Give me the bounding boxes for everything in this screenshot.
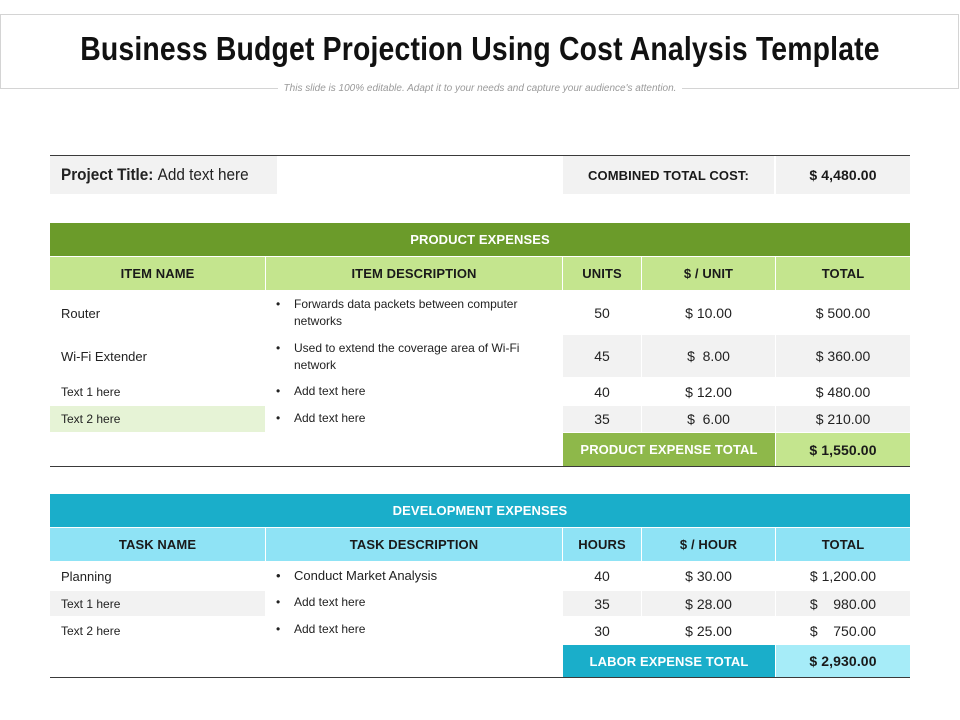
bullet-icon: •	[276, 622, 281, 636]
product-col-item-name: ITEM NAME	[50, 257, 265, 290]
product-row-4-units: 35	[563, 406, 641, 432]
product-row-1-price: $ 10.00	[685, 305, 732, 321]
product-row-1-name: Router	[61, 305, 101, 321]
bullet-icon: •	[276, 341, 281, 355]
project-title-line: Project Title: Add text here	[61, 165, 249, 185]
product-col-item-description: ITEM DESCRIPTION	[266, 257, 562, 290]
product-bottom-rule	[50, 466, 910, 467]
product-row-2-total: $ 360.00	[776, 335, 910, 377]
dev-row-1-price: $ 30.00	[685, 568, 732, 584]
product-row-3-name: Text 1 here	[61, 384, 121, 399]
dev-row-2-name: Text 1 here	[50, 591, 265, 616]
dev-row-2-price: $ 28.00	[642, 591, 775, 616]
project-title-value[interactable]: Add text here	[157, 165, 249, 184]
development-section-header: DEVELOPMENT EXPENSES	[50, 494, 910, 527]
product-expense-total-label: PRODUCT EXPENSE TOTAL	[563, 433, 775, 466]
dev-col-total: TOTAL	[776, 528, 910, 561]
product-col-units: UNITS	[563, 257, 641, 290]
product-row-1-units: 50	[594, 305, 610, 321]
product-row-2-price: $ 8.00	[642, 335, 775, 377]
project-title-box[interactable]: Project Title: Add text here	[50, 156, 277, 194]
product-row-4-price: $ 6.00	[642, 406, 775, 432]
labor-expense-total-value: $ 2,930.00	[776, 645, 910, 677]
dev-row-3-price: $ 25.00	[685, 622, 732, 639]
product-row-1-total: $ 500.00	[815, 305, 871, 321]
bullet-icon: •	[276, 568, 281, 583]
project-title-label: Project Title:	[61, 165, 154, 184]
product-col-price-per-unit: $ / UNIT	[642, 257, 775, 290]
page-title: Business Budget Projection Using Cost An…	[80, 30, 880, 67]
dev-row-3-units: 30	[594, 622, 610, 639]
dev-row-1-units: 40	[594, 568, 610, 584]
bullet-icon: •	[276, 384, 281, 398]
bullet-icon: •	[276, 595, 281, 609]
product-row-4-name: Text 2 here	[50, 406, 265, 432]
dev-row-3-desc: • Add text here	[276, 622, 366, 636]
product-row-2-name: Wi-Fi Extender	[61, 348, 147, 364]
product-row-3-total: $ 480.00	[815, 383, 871, 400]
product-row-4-desc: • Add text here	[276, 411, 366, 425]
dev-row-2-total: $ 980.00	[776, 591, 910, 616]
product-row-1-desc: • Forwards data packets between computer …	[276, 297, 518, 328]
dev-col-task-description: TASK DESCRIPTION	[266, 528, 562, 561]
title-frame	[0, 14, 959, 89]
product-expense-total-value: $ 1,550.00	[776, 433, 910, 466]
summary-top-rule	[50, 155, 910, 156]
dev-row-1-desc: • Conduct Market Analysis	[276, 568, 438, 583]
dev-row-2-desc: • Add text here	[276, 595, 366, 609]
product-col-total: TOTAL	[776, 257, 910, 290]
bullet-icon: •	[276, 411, 281, 425]
product-row-3-units: 40	[594, 383, 610, 400]
dev-row-3-total: $ 750.00	[809, 622, 877, 639]
bullet-icon: •	[276, 297, 281, 311]
product-row-3-desc: • Add text here	[276, 384, 366, 398]
combined-total-value: $ 4,480.00	[776, 156, 910, 194]
subtitle-rule-right	[695, 88, 735, 89]
dev-row-3-name: Text 2 here	[61, 623, 121, 638]
product-row-3-price: $ 12.00	[685, 383, 732, 400]
dev-row-1-name: Planning	[61, 568, 112, 584]
dev-col-hours: HOURS	[563, 528, 641, 561]
product-row-4-total: $ 210.00	[776, 406, 910, 432]
subtitle-rule-left	[225, 88, 265, 89]
product-section-header: PRODUCT EXPENSES	[50, 223, 910, 256]
development-bottom-rule	[50, 677, 910, 678]
labor-expense-total-label: LABOR EXPENSE TOTAL	[563, 645, 775, 677]
page-subtitle: This slide is 100% editable. Adapt it to…	[0, 83, 960, 94]
combined-total-label: COMBINED TOTAL COST:	[563, 156, 774, 194]
product-row-2-units: 45	[563, 335, 641, 377]
product-row-2-desc: • Used to extend the coverage area of Wi-…	[276, 341, 520, 372]
dev-row-2-units: 35	[563, 591, 641, 616]
dev-col-task-name: TASK NAME	[50, 528, 265, 561]
dev-col-price-per-hour: $ / HOUR	[642, 528, 775, 561]
dev-row-1-total: $ 1,200.00	[809, 568, 877, 584]
